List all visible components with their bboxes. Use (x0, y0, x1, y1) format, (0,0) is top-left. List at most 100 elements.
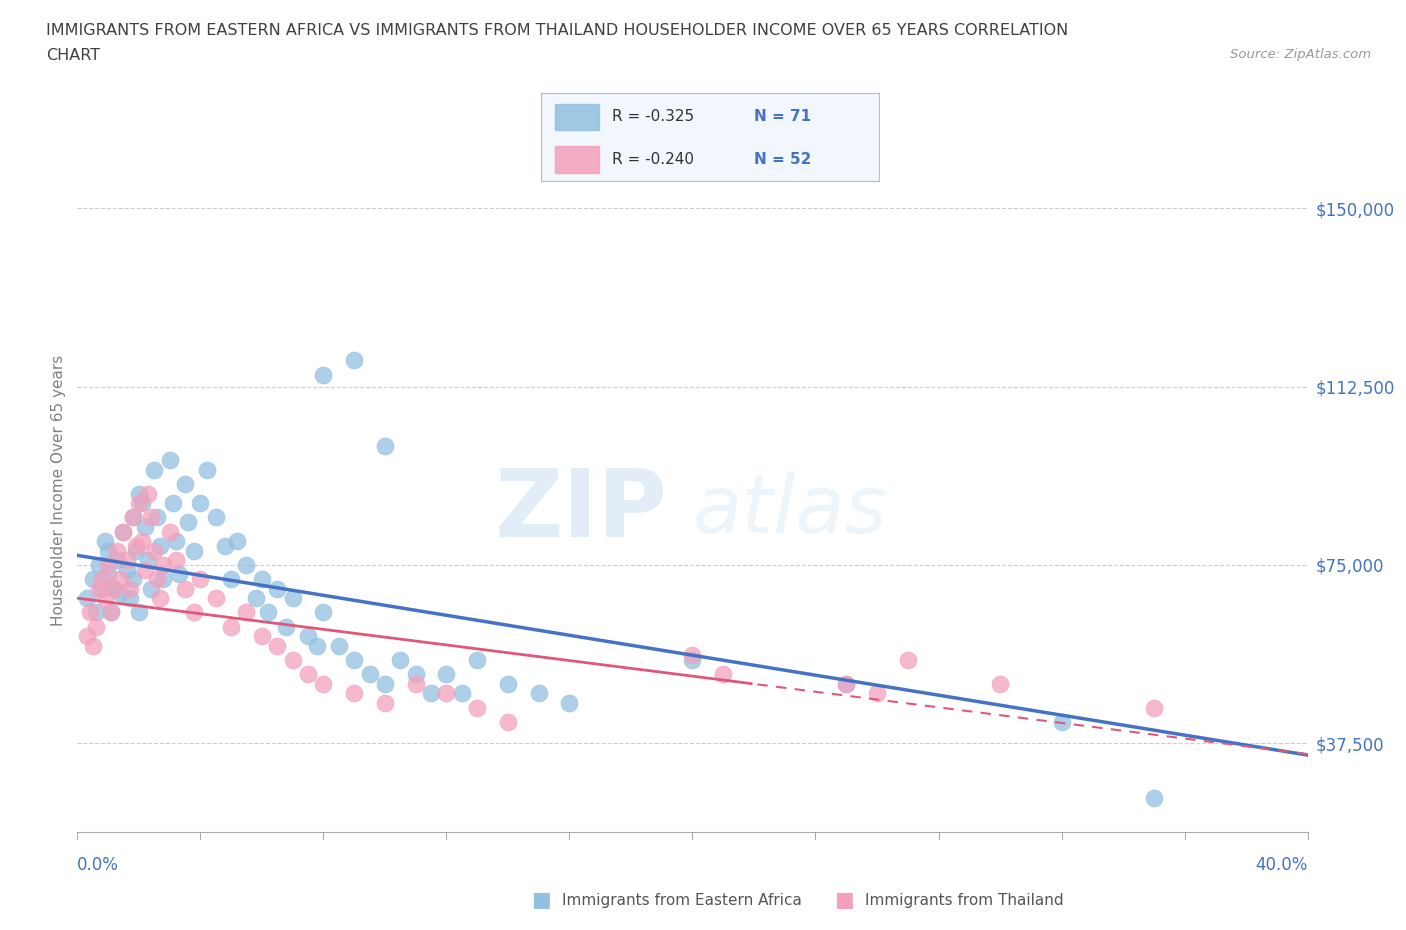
Text: IMMIGRANTS FROM EASTERN AFRICA VS IMMIGRANTS FROM THAILAND HOUSEHOLDER INCOME OV: IMMIGRANTS FROM EASTERN AFRICA VS IMMIGR… (46, 23, 1069, 38)
Point (121, 510, 143, 525)
Point (328, 638, 350, 653)
Point (103, 581, 125, 596)
Point (143, 543, 166, 558)
Point (250, 572, 273, 587)
Point (134, 563, 156, 578)
Point (711, 667, 734, 682)
Point (835, 676, 858, 691)
Point (131, 534, 153, 549)
Point (141, 510, 163, 525)
Point (307, 638, 329, 653)
Point (359, 667, 381, 682)
Point (177, 514, 200, 529)
Point (343, 685, 366, 700)
Point (82, 638, 104, 653)
Point (405, 676, 427, 691)
Point (465, 700, 488, 715)
Text: R = -0.325: R = -0.325 (612, 110, 695, 125)
Point (118, 591, 141, 605)
Text: ■: ■ (531, 890, 551, 910)
Point (389, 653, 412, 668)
Point (204, 591, 226, 605)
Point (343, 653, 366, 668)
Point (682, 648, 704, 663)
Point (682, 653, 704, 668)
Point (405, 667, 427, 682)
Point (312, 676, 335, 691)
Point (149, 591, 172, 605)
Point (226, 534, 249, 549)
Text: Immigrants from Eastern Africa: Immigrants from Eastern Africa (562, 893, 803, 908)
Point (152, 572, 174, 587)
Point (90, 572, 114, 587)
Point (79, 605, 101, 620)
Point (183, 543, 205, 558)
Point (97, 567, 120, 582)
Point (835, 676, 858, 691)
Point (141, 581, 163, 596)
Point (245, 591, 267, 605)
Point (162, 496, 184, 511)
Point (94, 591, 117, 605)
Point (188, 496, 212, 511)
Point (149, 538, 172, 553)
Point (374, 439, 396, 454)
Point (204, 510, 226, 525)
Point (110, 572, 132, 587)
Point (76, 629, 98, 644)
Point (82, 572, 104, 587)
Point (312, 367, 335, 382)
Text: N = 52: N = 52 (754, 152, 811, 166)
Point (1050, 714, 1073, 729)
Text: CHART: CHART (46, 48, 100, 63)
Text: R = -0.240: R = -0.240 (612, 152, 695, 166)
Point (297, 629, 319, 644)
Point (143, 462, 166, 477)
Text: 0.0%: 0.0% (77, 856, 120, 873)
Point (128, 496, 150, 511)
Point (266, 581, 288, 596)
Point (84, 619, 107, 634)
Point (496, 676, 519, 691)
Point (112, 525, 135, 539)
Point (297, 667, 319, 682)
Point (115, 563, 138, 578)
Point (866, 685, 889, 700)
Point (97, 557, 120, 572)
Point (1143, 790, 1166, 805)
Point (128, 486, 150, 501)
Point (436, 685, 458, 700)
Point (84, 605, 107, 620)
Text: N = 71: N = 71 (754, 110, 811, 125)
Point (235, 557, 257, 572)
Point (436, 667, 458, 682)
Point (219, 619, 242, 634)
Point (136, 486, 159, 501)
Text: ZIP: ZIP (495, 465, 668, 557)
Point (183, 605, 205, 620)
FancyBboxPatch shape (555, 146, 599, 173)
Point (128, 605, 150, 620)
Point (121, 572, 143, 587)
Point (159, 453, 181, 468)
Point (134, 519, 156, 534)
Text: Immigrants from Thailand: Immigrants from Thailand (865, 893, 1063, 908)
Point (374, 676, 396, 691)
Point (527, 685, 550, 700)
Point (266, 638, 288, 653)
Text: Source: ZipAtlas.com: Source: ZipAtlas.com (1230, 48, 1371, 61)
Point (125, 538, 148, 553)
Point (420, 685, 443, 700)
Point (165, 552, 187, 567)
Point (374, 696, 396, 711)
Y-axis label: Householder Income Over 65 years: Householder Income Over 65 years (51, 355, 66, 626)
Point (105, 552, 128, 567)
Point (343, 353, 366, 368)
Text: 40.0%: 40.0% (1256, 856, 1308, 873)
Point (465, 653, 488, 668)
Point (558, 696, 581, 711)
Point (97, 543, 120, 558)
Point (257, 605, 280, 620)
Point (87, 581, 110, 596)
Point (165, 534, 187, 549)
